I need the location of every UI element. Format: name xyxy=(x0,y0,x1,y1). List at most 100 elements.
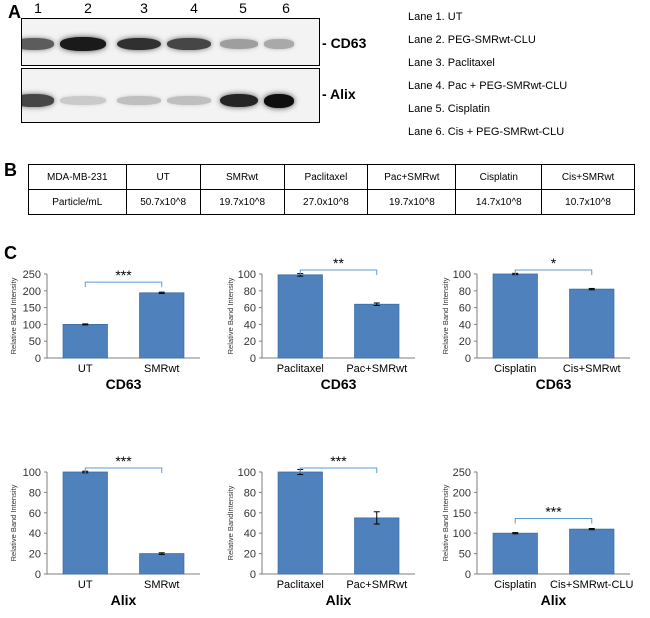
category-label: Pac+SMRwt xyxy=(346,579,407,591)
y-axis-label: Relative Band Intensity xyxy=(9,484,18,561)
category-label: UT xyxy=(78,363,93,375)
significance-label: *** xyxy=(330,453,347,469)
significance-bracket xyxy=(84,467,163,473)
bar-chart-alix-paclitaxel: 0 20 40 60 80 100 Relative BandIntensity Paclit… xyxy=(225,453,425,608)
category-label: Cisplatin xyxy=(494,363,536,375)
chart-svg: 0 20 40 60 80 100 Relative Band Intensity UT SMR… xyxy=(9,453,200,608)
alix-blot xyxy=(21,68,320,123)
table-cell: 19.7x10^8 xyxy=(199,189,285,215)
y-tick-label: 200 xyxy=(453,487,471,499)
category-label: SMRwt xyxy=(144,363,179,375)
bar xyxy=(277,274,323,359)
y-axis-label: Relative Band Intensity xyxy=(226,277,235,354)
blot-band xyxy=(167,37,211,51)
y-tick-label: 50 xyxy=(459,549,471,561)
category-label: SMRwt xyxy=(144,579,179,591)
bar xyxy=(277,471,323,575)
significance-label: *** xyxy=(545,504,562,520)
significance-bracket xyxy=(299,467,378,473)
blot-band xyxy=(220,93,258,108)
cd63-blot-label: - CD63 xyxy=(322,35,367,51)
category-label: Cis+SMRwt-CLU xyxy=(550,579,633,591)
table-header-cell: SMRwt xyxy=(199,164,285,190)
table-cell: Particle/mL xyxy=(28,189,127,215)
bar-chart-cd63-paclitaxel: 0 20 40 60 80 100 Relative Band Intensity Pacli… xyxy=(225,255,425,392)
y-tick-label: 40 xyxy=(244,319,256,331)
y-tick-label: 80 xyxy=(29,487,41,499)
bar xyxy=(492,273,538,359)
y-tick-label: 250 xyxy=(453,467,471,479)
bar-chart-cd63-cisplatin: 0 20 40 60 80 100 Relative Band Intensity Cispl… xyxy=(440,255,640,392)
table-cell: 27.0x10^8 xyxy=(283,189,369,215)
blot-band xyxy=(220,39,258,49)
y-tick-label: 200 xyxy=(23,286,41,298)
y-tick-label: 60 xyxy=(29,508,41,520)
panel-label-a: A xyxy=(8,2,21,22)
bar-chart-alix-ut-smrwt: 0 20 40 60 80 100 Relative Band Intensity UT SMR… xyxy=(9,453,210,608)
y-tick-label: 60 xyxy=(459,303,471,315)
table-cell: 19.7x10^8 xyxy=(367,189,457,215)
y-tick-label: 100 xyxy=(238,269,256,281)
category-label: Cis+SMRwt xyxy=(563,363,621,375)
panel-label-c: C xyxy=(4,243,17,263)
significance-label: * xyxy=(551,255,557,271)
y-axis-label: Relative BandIntensity xyxy=(226,485,235,560)
y-tick-label: 50 xyxy=(29,336,41,348)
y-tick-label: 100 xyxy=(23,467,41,479)
y-axis-label: Relative Band Intensity xyxy=(441,484,450,561)
lane-legend-item: Lane 5. Cisplatin xyxy=(408,103,490,115)
chart-title: Alix xyxy=(326,592,352,608)
table-row: Particle/mL 50.7x10^8 19.7x10^8 27.0x10^… xyxy=(28,189,635,215)
particle-table: MDA-MB-231 UT SMRwt Paclitaxel Pac+SMRwt… xyxy=(28,164,635,215)
bar xyxy=(62,324,108,359)
y-tick-label: 100 xyxy=(23,319,41,331)
alix-blot-label: - Alix xyxy=(322,86,356,102)
blot-band xyxy=(117,37,161,51)
table-cell: 10.7x10^8 xyxy=(541,189,635,215)
panel-label-b: B xyxy=(4,160,17,180)
blot-band xyxy=(22,94,54,107)
y-tick-label: 20 xyxy=(244,336,256,348)
y-tick-label: 0 xyxy=(35,569,41,581)
y-axis-label: Relative Band Intensity xyxy=(441,277,450,354)
significance-bracket xyxy=(514,269,593,275)
y-tick-label: 40 xyxy=(29,528,41,540)
chart-title: Alix xyxy=(541,592,567,608)
chart-svg: 0 50 100 150 200 250 Relative Band Intensity UT… xyxy=(9,267,200,392)
table-header-cell: Cis+SMRwt xyxy=(541,164,635,190)
lane-legend-item: Lane 4. Pac + PEG-SMRwt-CLU xyxy=(408,80,568,92)
y-tick-label: 150 xyxy=(453,508,471,520)
lane-number: 2 xyxy=(84,0,92,16)
bar xyxy=(569,288,615,359)
y-tick-label: 20 xyxy=(29,549,41,561)
y-tick-label: 0 xyxy=(250,569,256,581)
category-label: Paclitaxel xyxy=(277,579,324,591)
y-axis-label: Relative Band Intensity xyxy=(9,277,18,354)
cd63-blot xyxy=(21,18,320,66)
table-cell: 50.7x10^8 xyxy=(125,189,201,215)
y-tick-label: 20 xyxy=(459,336,471,348)
bar-chart-cd63-ut-smrwt: 0 50 100 150 200 250 Relative Band Intensity UT… xyxy=(9,262,210,392)
blot-band xyxy=(60,37,106,51)
category-label: Paclitaxel xyxy=(277,363,324,375)
y-tick-label: 80 xyxy=(459,286,471,298)
bar xyxy=(354,303,400,359)
significance-label: ** xyxy=(333,255,344,271)
lane-legend-item: Lane 6. Cis + PEG-SMRwt-CLU xyxy=(408,126,565,138)
y-tick-label: 0 xyxy=(465,353,471,365)
bar xyxy=(492,532,538,575)
y-tick-label: 40 xyxy=(244,528,256,540)
y-tick-label: 250 xyxy=(23,269,41,281)
table-header-cell: MDA-MB-231 xyxy=(28,164,127,190)
y-tick-label: 0 xyxy=(250,353,256,365)
significance-label: *** xyxy=(115,453,132,469)
y-tick-label: 20 xyxy=(244,549,256,561)
bar xyxy=(139,292,185,359)
table-header-row: MDA-MB-231 UT SMRwt Paclitaxel Pac+SMRwt… xyxy=(28,164,635,190)
chart-title: Alix xyxy=(111,592,137,608)
blot-band xyxy=(117,96,161,105)
chart-title: CD63 xyxy=(536,376,572,392)
